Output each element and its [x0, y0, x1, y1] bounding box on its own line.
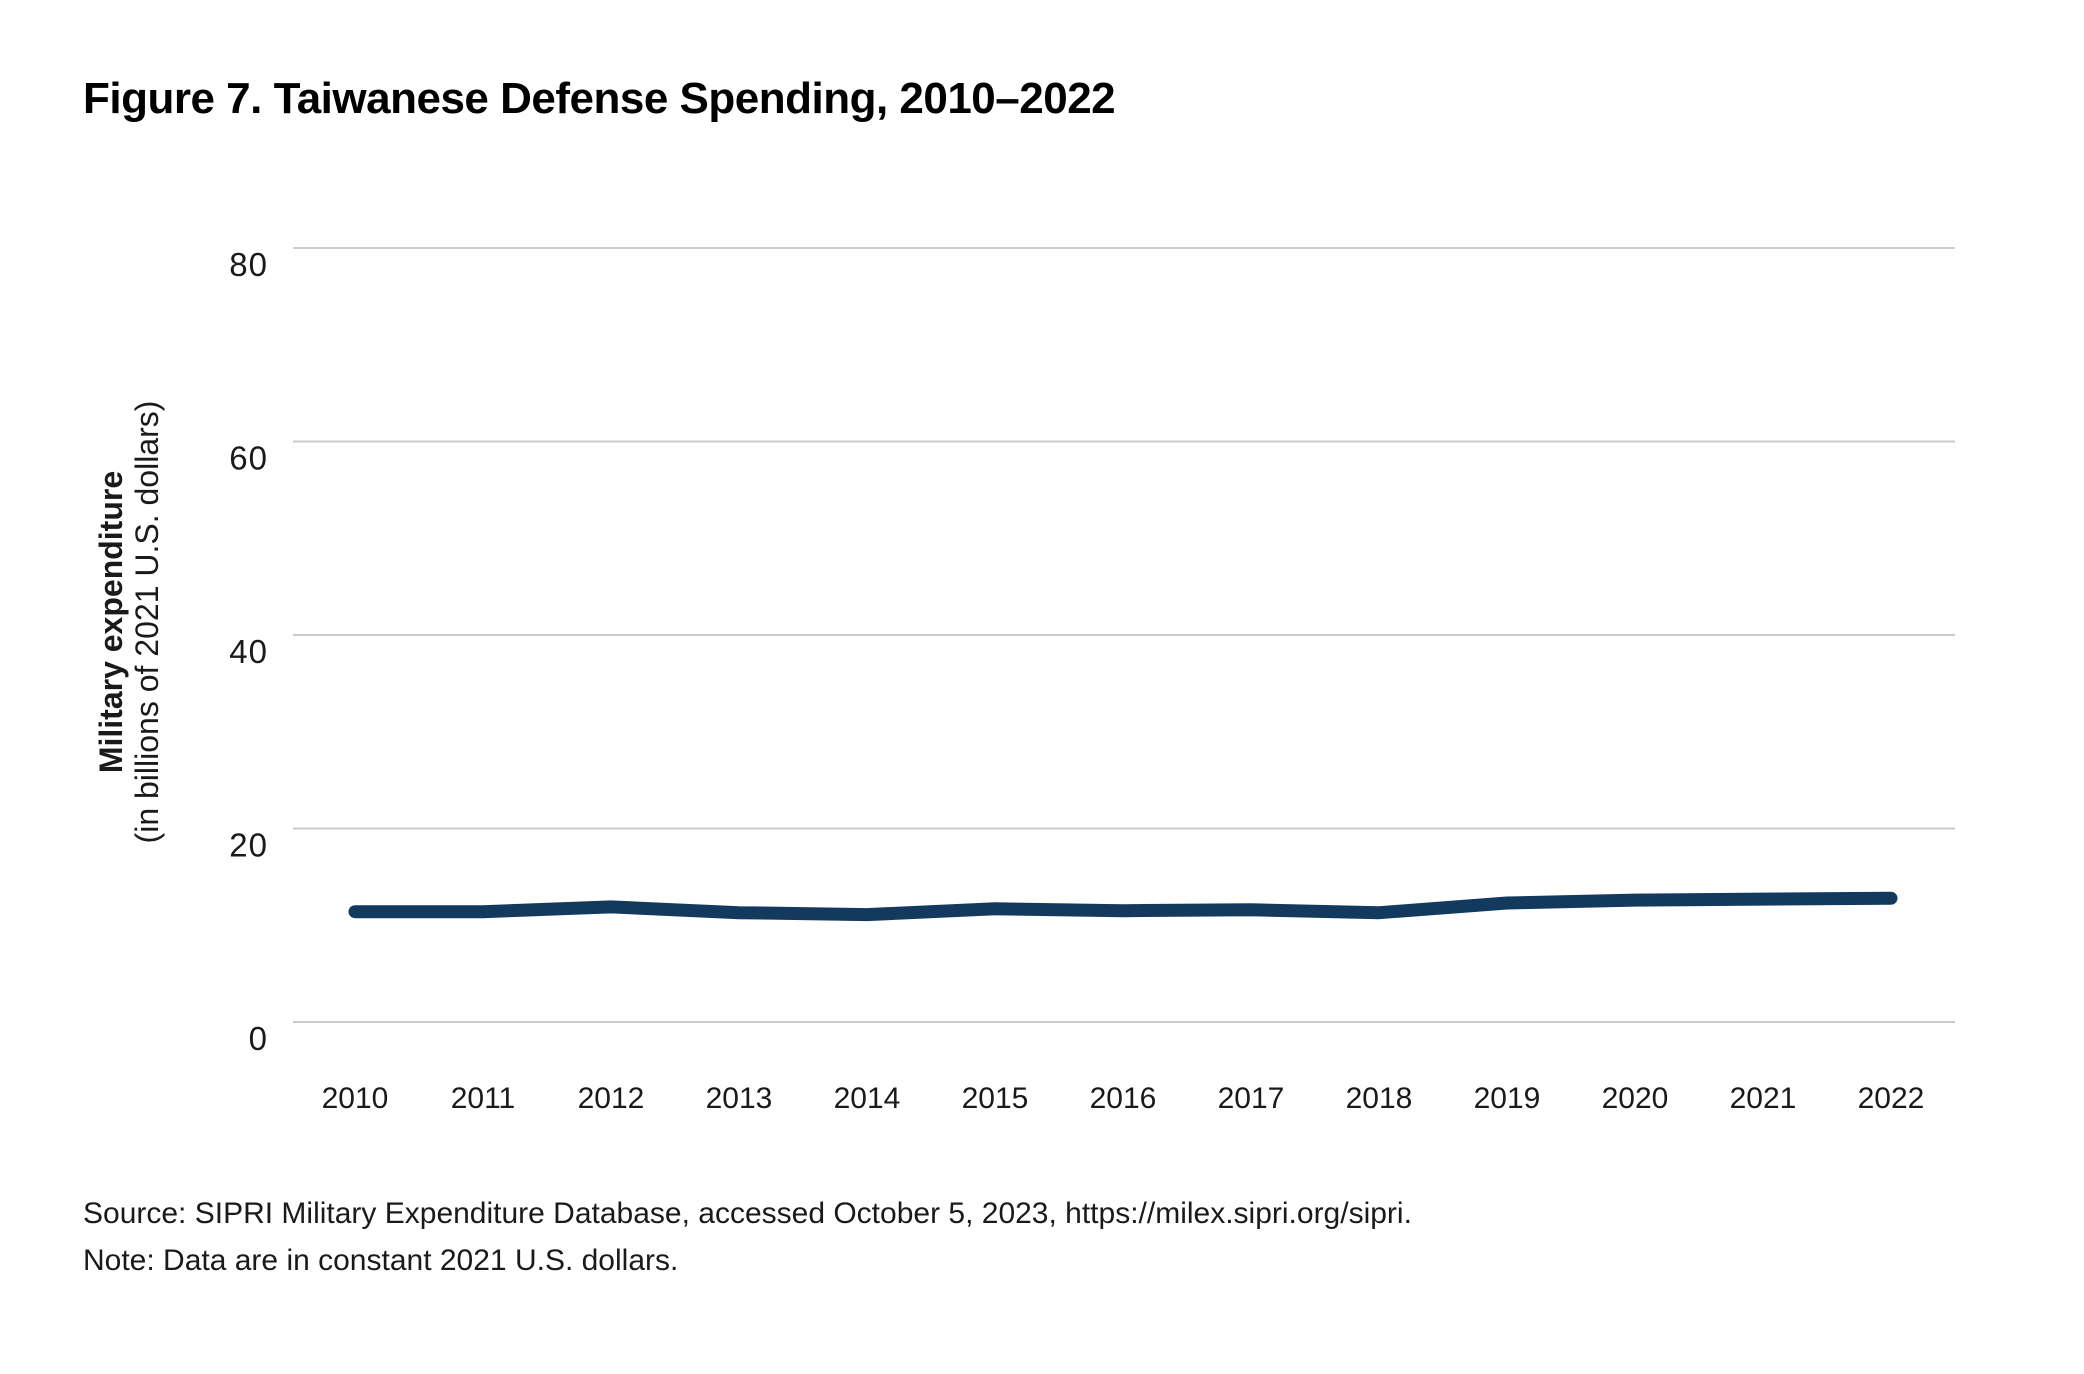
- x-tick-label-2018: 2018: [1346, 1082, 1413, 1115]
- note-text: Note: Data are in constant 2021 U.S. dol…: [83, 1244, 679, 1277]
- y-tick-label-0: 0: [249, 1020, 268, 1057]
- x-tick-label-2012: 2012: [578, 1082, 645, 1115]
- y-tick-label-80: 80: [229, 246, 268, 283]
- x-tick-label-2015: 2015: [962, 1082, 1029, 1115]
- y-tick-label-60: 60: [229, 440, 268, 477]
- x-tick-label-2014: 2014: [834, 1082, 901, 1115]
- x-tick-label-2021: 2021: [1730, 1082, 1797, 1115]
- x-tick-label-2022: 2022: [1858, 1082, 1925, 1115]
- y-tick-label-40: 40: [229, 633, 268, 670]
- source-note-block: Source: SIPRI Military Expenditure Datab…: [83, 1190, 1412, 1284]
- figure-title: Figure 7. Taiwanese Defense Spending, 20…: [83, 74, 1116, 123]
- x-tick-label-2011: 2011: [451, 1082, 516, 1115]
- spending-line: [348, 891, 1898, 922]
- y-tick-label-20: 20: [229, 827, 268, 864]
- x-tick-label-2017: 2017: [1218, 1082, 1285, 1115]
- x-tick-label-2016: 2016: [1090, 1082, 1157, 1115]
- x-tick-label-2020: 2020: [1602, 1082, 1669, 1115]
- source-text: Source: SIPRI Military Expenditure Datab…: [83, 1197, 1412, 1230]
- x-tick-label-2010: 2010: [322, 1082, 389, 1115]
- x-tick-label-2013: 2013: [706, 1082, 773, 1115]
- x-tick-label-2019: 2019: [1474, 1082, 1541, 1115]
